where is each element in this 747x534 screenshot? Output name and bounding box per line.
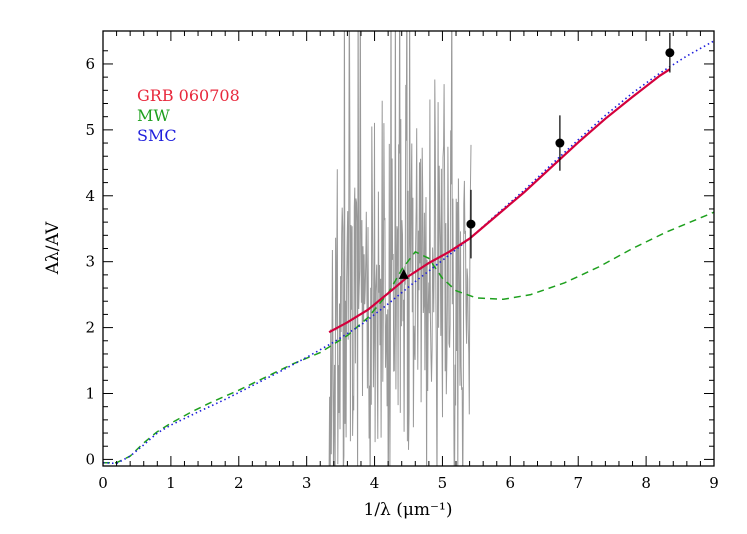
x-tick-label: 8 [641, 474, 651, 492]
y-axis-label: Aλ/AV [43, 221, 63, 275]
y-tick-label: 3 [85, 253, 95, 271]
x-tick-label: 3 [302, 474, 312, 492]
legend-mw: MW [137, 106, 170, 125]
spectrum-line [328, 31, 472, 466]
y-tick-label: 0 [85, 450, 95, 468]
triangle-point [398, 268, 409, 279]
grb-curve [328, 68, 671, 334]
legend-smc: SMC [137, 126, 177, 145]
x-axis-label: 1/λ (μm⁻¹) [364, 500, 453, 520]
plot-frame [102, 30, 715, 467]
y-tick-label: 5 [85, 121, 95, 139]
data-point [665, 48, 675, 58]
legend-grb: GRB 060708 [137, 86, 240, 105]
y-tick-label: 4 [85, 187, 95, 205]
x-tick-label: 1 [166, 474, 176, 492]
x-tick-label: 6 [506, 474, 516, 492]
mw-curve [103, 211, 714, 464]
y-tick-label: 2 [85, 319, 95, 337]
model-curves [103, 40, 714, 465]
y-tick-label: 6 [85, 55, 95, 73]
x-tick-label: 4 [370, 474, 380, 492]
x-tick-label: 2 [234, 474, 244, 492]
x-tick-label: 5 [438, 474, 448, 492]
legend: GRB 060708 MW SMC [137, 86, 240, 145]
spectrum-noise [328, 31, 472, 466]
axis-ticks: 0 1 2 3 4 5 6 7 8 9 0 1 2 3 4 5 6 [85, 31, 719, 492]
x-tick-label: 7 [573, 474, 583, 492]
y-tick-label: 1 [85, 385, 95, 403]
data-point [555, 138, 565, 148]
x-tick-label: 9 [709, 474, 719, 492]
x-tick-label: 0 [98, 474, 108, 492]
data-point [466, 219, 476, 229]
photometric-points [398, 32, 675, 279]
